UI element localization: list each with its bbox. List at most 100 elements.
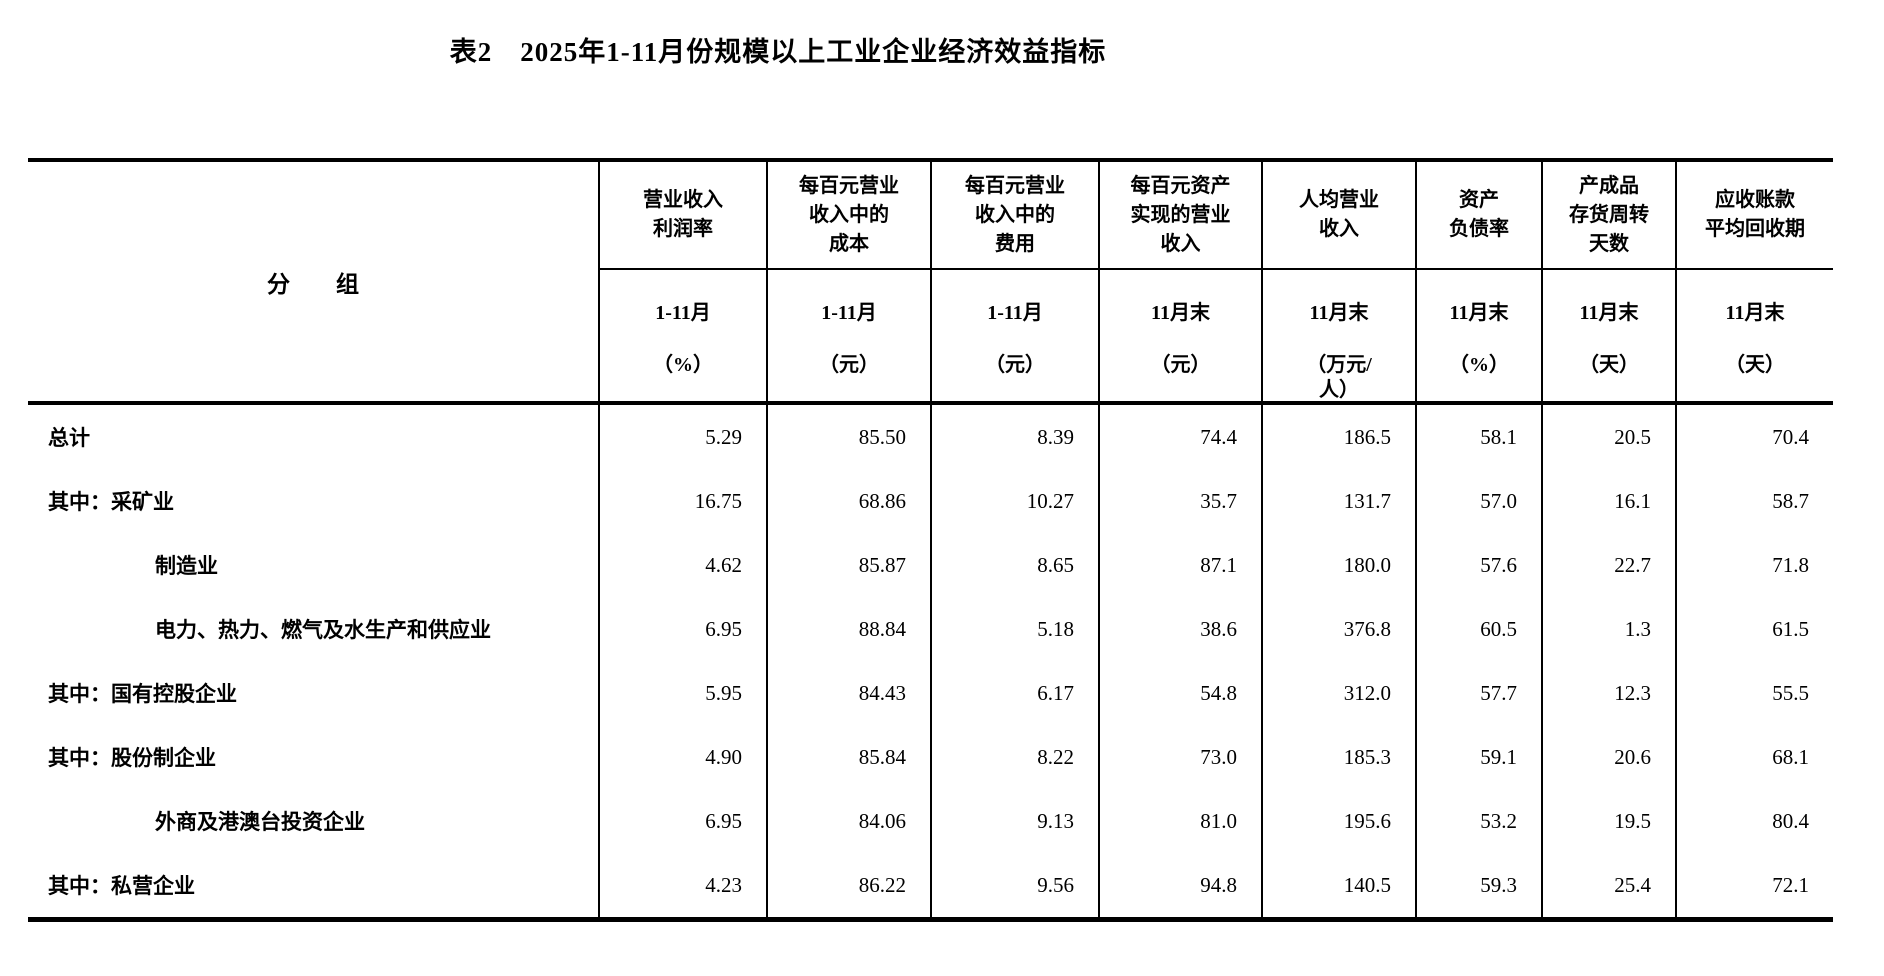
column-header-cell: 资产 负债率	[1417, 162, 1543, 270]
value-cell: 57.6	[1417, 533, 1543, 597]
column-header-cell: 每百元资产 实现的营业 收入	[1100, 162, 1263, 270]
value-cell: 85.50	[768, 405, 932, 469]
value-cell: 85.87	[768, 533, 932, 597]
value-cell: 54.8	[1100, 661, 1263, 725]
column-period-label: 1-11月	[655, 302, 711, 324]
value-cell: 10.27	[932, 469, 1100, 533]
value-cell: 8.22	[932, 725, 1100, 789]
value-cell: 84.06	[768, 789, 932, 853]
column-period-label: 11月末	[1309, 302, 1369, 324]
value-cell: 59.3	[1417, 853, 1543, 917]
value-cell: 16.1	[1543, 469, 1677, 533]
value-cell: 87.1	[1100, 533, 1263, 597]
value-cell: 58.7	[1772, 488, 1809, 513]
value-cell: 5.29	[600, 405, 768, 469]
value-cell: 72.1	[1772, 872, 1809, 897]
value-cell: 376.8	[1263, 597, 1417, 661]
column-period-label: 11月末	[1579, 302, 1639, 324]
column-subheader-cell: 1-11月 （元）	[768, 270, 932, 405]
column-header-cell: 人均营业 收入	[1263, 162, 1417, 270]
value-cell: 16.75	[600, 469, 768, 533]
value-cell: 68.86	[768, 469, 932, 533]
value-cell: 4.90	[600, 725, 768, 789]
value-cell: 312.0	[1263, 661, 1417, 725]
value-cell: 57.7	[1417, 661, 1543, 725]
column-subheader-cell: 1-11月 （元）	[932, 270, 1100, 405]
value-cell: 80.4	[1772, 808, 1809, 833]
value-cell: 1.3	[1543, 597, 1677, 661]
value-cell: 59.1	[1417, 725, 1543, 789]
value-cell: 185.3	[1263, 725, 1417, 789]
value-cell: 6.95	[600, 597, 768, 661]
value-cell: 94.8	[1100, 853, 1263, 917]
value-cell: 70.4	[1772, 424, 1809, 449]
row-label: 外商及港澳台投资企业	[28, 789, 600, 853]
value-cell: 60.5	[1417, 597, 1543, 661]
value-cell: 25.4	[1543, 853, 1677, 917]
value-cell: 9.56	[932, 853, 1100, 917]
column-unit-label: （元）	[985, 354, 1045, 376]
value-cell: 35.7	[1100, 469, 1263, 533]
table-title: 表2 2025年1-11月份规模以上工业企业经济效益指标	[449, 37, 1107, 67]
column-period-label: 11月末	[1151, 302, 1210, 324]
value-cell: 73.0	[1100, 725, 1263, 789]
value-cell: 8.39	[932, 405, 1100, 469]
value-cell: 20.5	[1543, 405, 1677, 469]
value-cell: 38.6	[1100, 597, 1263, 661]
column-unit-label: （元）	[819, 354, 879, 376]
value-cell: 71.8	[1772, 552, 1809, 577]
column-unit-label: （元）	[1150, 354, 1211, 376]
row-label: 其中：国有控股企业	[28, 661, 600, 725]
column-header-cell: 每百元营业 收入中的 成本	[768, 162, 932, 270]
column-unit-label: （%）	[653, 354, 713, 376]
value-cell: 53.2	[1417, 789, 1543, 853]
value-cell: 58.1	[1417, 405, 1543, 469]
column-period-label: 11月末	[1449, 302, 1509, 324]
row-label: 制造业	[28, 533, 600, 597]
value-cell: 186.5	[1263, 405, 1417, 469]
stub-header-label: 分 组	[267, 271, 359, 297]
value-cell: 61.5	[1772, 616, 1809, 641]
value-cell: 6.95	[600, 789, 768, 853]
column-subheader-cell: 1-11月 （%）	[600, 270, 768, 405]
value-cell: 4.62	[600, 533, 768, 597]
column-subheader-cell: 11月末 （天）	[1677, 270, 1833, 405]
value-cell: 81.0	[1100, 789, 1263, 853]
column-period-label: 1-11月	[821, 302, 877, 324]
value-cell: 140.5	[1263, 853, 1417, 917]
column-header-cell: 应收账款 平均回收期	[1677, 162, 1833, 270]
column-unit-label: （万元/ 人）	[1306, 354, 1372, 401]
value-cell: 4.23	[600, 853, 768, 917]
column-period-label: 11月末	[1725, 302, 1785, 324]
value-cell: 55.5	[1772, 680, 1809, 705]
column-period-label: 1-11月	[987, 302, 1043, 324]
value-cell: 74.4	[1100, 405, 1263, 469]
value-cell: 5.95	[600, 661, 768, 725]
value-cell: 84.43	[768, 661, 932, 725]
column-header-cell: 营业收入 利润率	[600, 162, 768, 270]
value-cell: 88.84	[768, 597, 932, 661]
value-cell: 131.7	[1263, 469, 1417, 533]
value-cell: 20.6	[1543, 725, 1677, 789]
column-subheader-cell: 11月末 （元）	[1100, 270, 1263, 405]
value-cell: 19.5	[1543, 789, 1677, 853]
row-label: 电力、热力、燃气及水生产和供应业	[28, 597, 600, 661]
value-cell: 195.6	[1263, 789, 1417, 853]
value-cell: 22.7	[1543, 533, 1677, 597]
value-cell: 180.0	[1263, 533, 1417, 597]
value-cell: 85.84	[768, 725, 932, 789]
column-unit-label: （天）	[1725, 354, 1785, 376]
value-cell: 6.17	[932, 661, 1100, 725]
row-label: 其中：私营企业	[28, 853, 600, 917]
column-subheader-cell: 11月末 （万元/ 人）	[1263, 270, 1417, 405]
value-cell: 68.1	[1772, 744, 1809, 769]
row-label: 其中：采矿业	[28, 469, 600, 533]
column-unit-label: （天）	[1579, 354, 1639, 376]
column-header-cell: 每百元营业 收入中的 费用	[932, 162, 1100, 270]
column-subheader-cell: 11月末 （%）	[1417, 270, 1543, 405]
row-label: 总计	[28, 405, 600, 469]
value-cell: 5.18	[932, 597, 1100, 661]
value-cell: 9.13	[932, 789, 1100, 853]
column-header-cell: 产成品 存货周转 天数	[1543, 162, 1677, 270]
value-cell: 86.22	[768, 853, 932, 917]
